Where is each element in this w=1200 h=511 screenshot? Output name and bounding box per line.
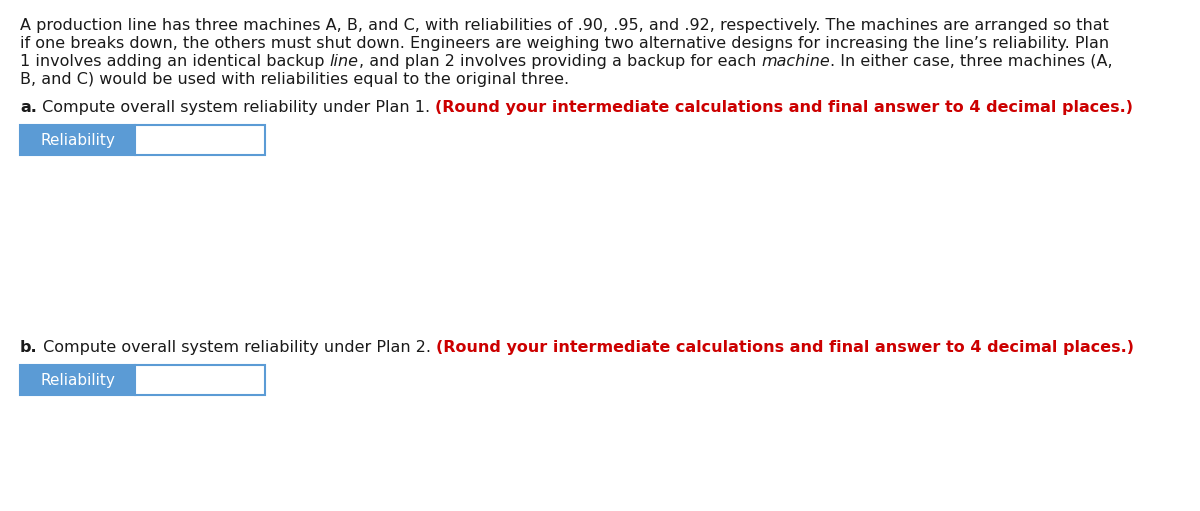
Bar xyxy=(20,125,134,155)
Polygon shape xyxy=(134,133,140,147)
Text: Compute overall system reliability under Plan 2.: Compute overall system reliability under… xyxy=(37,340,436,355)
Text: b.: b. xyxy=(20,340,37,355)
Text: if one breaks down, the others must shut down. Engineers are weighing two altern: if one breaks down, the others must shut… xyxy=(20,36,1109,51)
Text: machine: machine xyxy=(761,54,830,69)
Text: Reliability: Reliability xyxy=(40,373,115,387)
Bar xyxy=(134,365,265,395)
Text: 1 involves adding an identical backup: 1 involves adding an identical backup xyxy=(20,54,330,69)
Text: A production line has three machines A, B, and C, with reliabilities of .90, .95: A production line has three machines A, … xyxy=(20,18,1109,33)
Text: a.: a. xyxy=(20,100,37,115)
Text: Reliability: Reliability xyxy=(40,132,115,148)
Text: line: line xyxy=(330,54,359,69)
Polygon shape xyxy=(134,373,140,387)
Bar xyxy=(134,125,265,155)
Text: Compute overall system reliability under Plan 1.: Compute overall system reliability under… xyxy=(37,100,436,115)
Text: . In either case, three machines (A,: . In either case, three machines (A, xyxy=(830,54,1112,69)
Text: (Round your intermediate calculations and final answer to 4 decimal places.): (Round your intermediate calculations an… xyxy=(436,100,1133,115)
Bar xyxy=(20,365,134,395)
Text: (Round your intermediate calculations and final answer to 4 decimal places.): (Round your intermediate calculations an… xyxy=(436,340,1134,355)
Text: , and plan 2 involves providing a backup for each: , and plan 2 involves providing a backup… xyxy=(359,54,761,69)
Text: B, and C) would be used with reliabilities equal to the original three.: B, and C) would be used with reliabiliti… xyxy=(20,72,569,87)
